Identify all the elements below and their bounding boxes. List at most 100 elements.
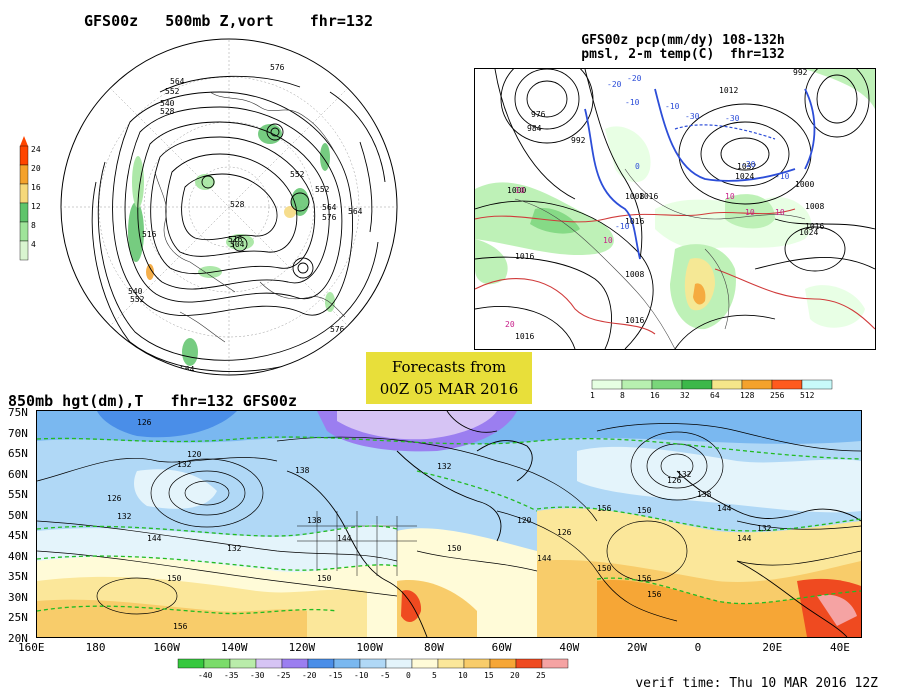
height-contour-label: 144	[717, 504, 732, 513]
latitude-label: 75N	[8, 406, 28, 419]
temp-legend-tick: -30	[250, 671, 265, 680]
precip-legend-tick: 128	[740, 391, 755, 400]
longitude-label: 40E	[830, 641, 850, 654]
precip-legend-tick: 512	[800, 391, 815, 400]
temp-legend-tick: 15	[484, 671, 494, 680]
height-contour-label: 156	[637, 574, 652, 583]
temp-legend-swatch	[411, 658, 439, 669]
longitude-label: 160E	[18, 641, 45, 654]
height-contour-label: 156	[173, 622, 188, 631]
temp-legend-swatch	[229, 658, 257, 669]
precip-legend-swatch	[801, 379, 833, 390]
pressure-label: 1016	[625, 217, 644, 226]
height-contour-label: 120	[187, 450, 202, 459]
forecast-line2: 00Z 05 MAR 2016	[379, 380, 519, 398]
temp-label-cold: -10	[665, 102, 680, 111]
precip-legend-tick: 16	[650, 391, 660, 400]
latitude-label: 35N	[8, 570, 28, 583]
polar-contour-label: 528	[230, 200, 245, 209]
temp-legend-tick: 5	[432, 671, 437, 680]
polar-legend-swatch	[19, 145, 29, 166]
pressure-label: 1008	[805, 202, 824, 211]
na-map-title-line1: GFS00z pcp(mm/dy) 108-132h	[581, 33, 785, 48]
height-contour-label: 150	[447, 544, 462, 553]
polar-legend-swatch	[19, 164, 29, 185]
pressure-label: 1016	[805, 222, 824, 231]
height-contour-label: 150	[597, 564, 612, 573]
pressure-label: 992	[793, 69, 808, 77]
height-contour-label: 144	[737, 534, 752, 543]
temp-label-cold: -30	[685, 112, 700, 121]
latitude-label: 40N	[8, 549, 28, 563]
temp-legend-swatch	[515, 658, 543, 669]
temp-legend-swatch	[333, 658, 361, 669]
height-contour-label: 144	[147, 534, 162, 543]
latitude-label: 50N	[8, 508, 28, 522]
polar-legend-swatch	[19, 183, 29, 204]
polar-legend-swatch	[19, 240, 29, 261]
temp-legend-tick: -10	[354, 671, 369, 680]
temp-legend-swatch	[437, 658, 465, 669]
longitude-label: 40W	[559, 641, 580, 654]
height-contour-label: 138	[295, 466, 310, 475]
temp-legend-swatch	[489, 658, 517, 669]
pressure-label: 1024	[735, 172, 754, 181]
temp-label-cold: -20	[627, 74, 642, 83]
height-contour-label: 138	[697, 490, 712, 499]
na-precip-pmsl-map: 976 984 992 1000 1008 1016 1024 1032 1012 1000 100…	[474, 54, 876, 350]
temp-legend-tick: -5	[380, 671, 390, 680]
temperature-legend: -40 -35 -30 -25 -20 -15 -10 -5 0 5 10 15 20 25	[154, 656, 594, 682]
polar-contour-label: 504	[230, 240, 245, 249]
temp-label-cold: 0	[635, 162, 640, 171]
polar-legend-tick: 4	[31, 240, 36, 249]
height-contour-label: 126	[107, 494, 122, 503]
polar-contour-label: 552	[165, 87, 180, 96]
longitude-label: 180	[85, 641, 106, 654]
height-contour-label: 150	[317, 574, 332, 583]
longitude-label: 120W	[288, 641, 316, 654]
polar-contour-label: 564	[322, 203, 337, 212]
forecast-init-box: Forecasts from 00Z 05 MAR 2016	[366, 352, 532, 404]
pressure-label: 1000	[795, 180, 814, 189]
polar-legend-tick: 24	[31, 145, 41, 154]
longitude-label: 20E	[762, 641, 783, 654]
precip-legend-swatch	[591, 379, 623, 390]
temp-label-warm: 10	[745, 208, 755, 217]
pressure-label: 1016	[515, 252, 534, 261]
temp-label-cold: -20	[607, 80, 622, 89]
polar-contour-label: 576	[270, 63, 285, 72]
temp-label-warm: 10	[603, 236, 613, 245]
temp-label-cold: -10	[615, 222, 630, 231]
polar-contour-label: 552	[130, 295, 145, 304]
height-contour-label: 132	[437, 462, 452, 471]
longitude-label: 140W	[221, 641, 248, 654]
precip-legend-tick: 64	[710, 391, 720, 400]
height-contour-label: 144	[337, 534, 352, 543]
latitude-label: 60N	[8, 467, 28, 481]
latitude-label: 65N	[8, 447, 28, 460]
height-contour-label: 144	[537, 554, 552, 563]
precip-legend-swatch	[651, 379, 683, 390]
precip-legend-swatch	[711, 379, 743, 390]
polar-contour-label: 552	[315, 185, 330, 194]
height-contour-label: 150	[167, 574, 182, 583]
polar-legend-tick: 8	[31, 221, 36, 230]
height-contour-label: 132	[227, 544, 242, 553]
height-contour-label: 138	[307, 516, 322, 525]
height-contour-label: 120	[517, 516, 532, 525]
temp-legend-tick: -25	[276, 671, 291, 680]
precip-legend-swatch	[741, 379, 773, 390]
precip-legend: 1 8 16 32 64 128 256 512	[564, 378, 854, 402]
latitude-label: 25N	[8, 611, 28, 624]
longitude-label: 100W	[356, 641, 383, 654]
temp-legend-swatch	[463, 658, 491, 669]
temp-label-cold: -30	[725, 114, 740, 123]
lower-map-title: 850mb hgt(dm),T fhr=132 GFS00z	[8, 392, 297, 410]
pressure-label: 1012	[719, 86, 738, 95]
850mb-height-temp-map: 126 120 132 126 132 144 150 132 138 150 144 138 132 1…	[36, 410, 862, 638]
precip-legend-swatch	[771, 379, 803, 390]
latitude-label: 70N	[8, 426, 28, 440]
temp-legend-swatch	[359, 658, 387, 669]
latitude-label: 45N	[8, 529, 28, 542]
polar-map-title: GFS00z 500mb Z,vort fhr=132	[84, 12, 373, 30]
